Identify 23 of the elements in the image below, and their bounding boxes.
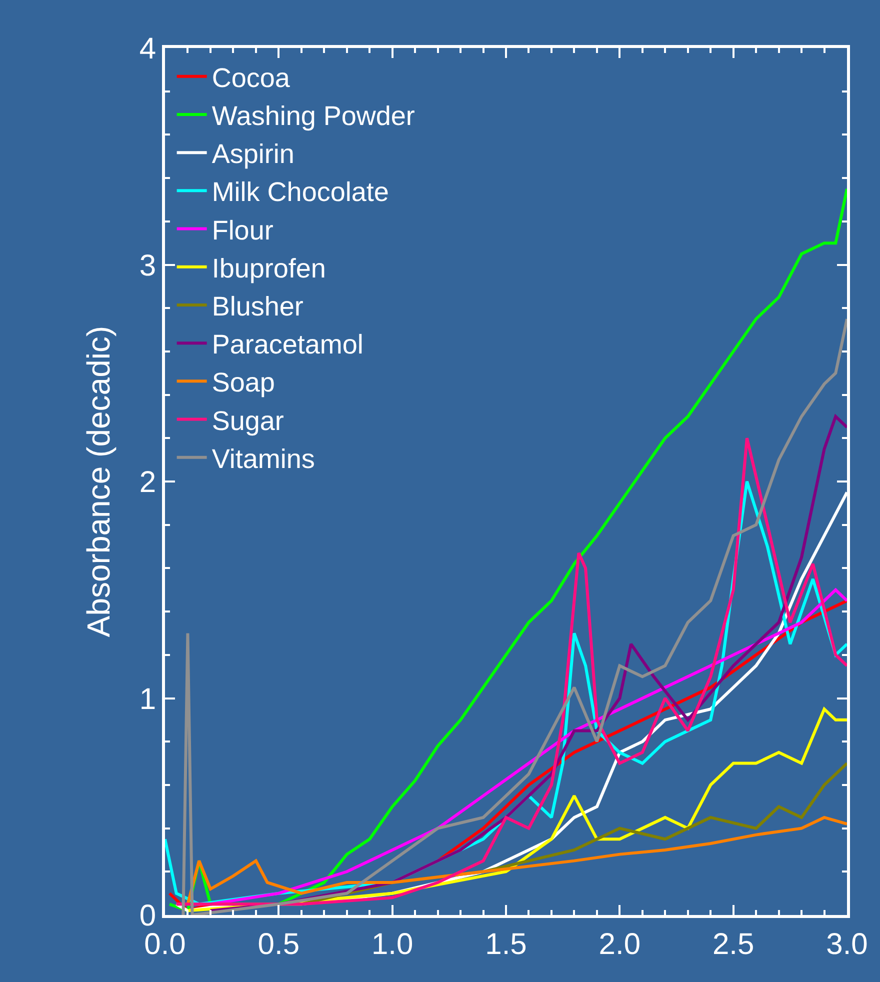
legend-label: Milk Chocolate: [212, 177, 389, 208]
legend-label: Soap: [212, 368, 275, 398]
y-axis-title: Absorbance (decadic): [80, 326, 117, 638]
legend-label: Sugar: [212, 406, 284, 436]
y-tick-label: 4: [139, 32, 156, 66]
x-tick-label: 0.5: [258, 928, 300, 961]
x-tick-label: 1.0: [371, 928, 414, 961]
x-tick-label: 1.5: [485, 928, 527, 961]
legend-label: Flour: [212, 215, 274, 246]
x-tick-label: 2.0: [598, 928, 641, 961]
legend-label: Washing Powder: [212, 101, 415, 132]
y-tick-label: 3: [139, 249, 156, 282]
x-tick-label: 2.5: [712, 928, 754, 961]
legend-label: Paracetamol: [212, 330, 364, 360]
legend-label: Ibuprofen: [212, 253, 326, 284]
line-series: [182, 317, 847, 915]
legend-label: Cocoa: [212, 62, 291, 93]
legend-label: Vitamins: [212, 444, 315, 474]
y-tick-label: 1: [139, 682, 156, 716]
y-tick-label: 2: [139, 466, 156, 499]
legend-label: Blusher: [212, 292, 304, 322]
x-tick-label: 3.0: [826, 928, 868, 961]
legend-label: Aspirin: [212, 139, 294, 170]
